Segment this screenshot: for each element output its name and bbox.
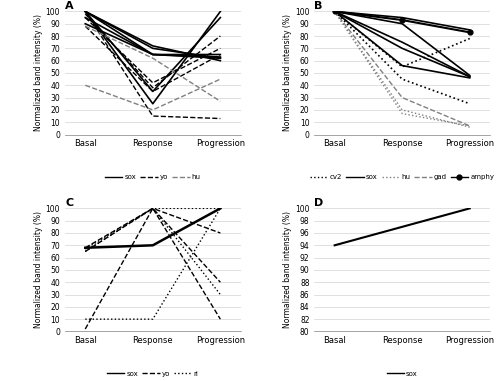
Legend: sox, yo, hu: sox, yo, hu <box>102 171 204 183</box>
Y-axis label: Normalized band intensity (%): Normalized band intensity (%) <box>283 211 292 328</box>
Legend: cv2, sox, hu, gad, amphy: cv2, sox, hu, gad, amphy <box>308 171 497 183</box>
Text: A: A <box>65 1 74 11</box>
Text: C: C <box>65 198 73 208</box>
Text: D: D <box>314 198 324 208</box>
Text: B: B <box>314 1 323 11</box>
Legend: sox: sox <box>384 368 420 380</box>
Legend: sox, yo, ri: sox, yo, ri <box>104 368 202 380</box>
Y-axis label: Normalized band intensity (%): Normalized band intensity (%) <box>283 14 292 131</box>
Y-axis label: Normalized band intensity (%): Normalized band intensity (%) <box>34 211 43 328</box>
Y-axis label: Normalized band intensity (%): Normalized band intensity (%) <box>34 14 43 131</box>
